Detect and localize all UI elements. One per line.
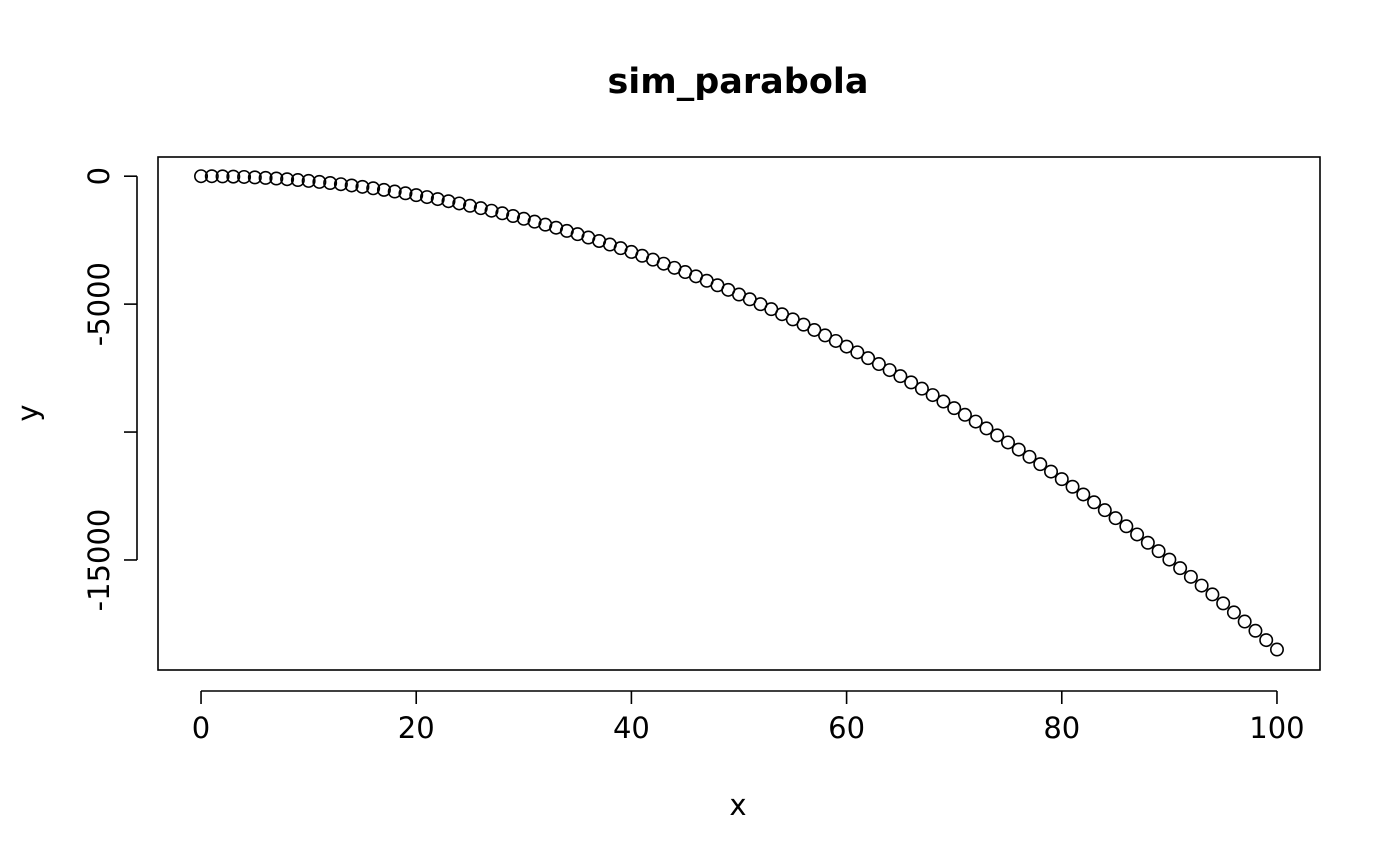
data-point [269, 171, 284, 186]
data-point [914, 381, 929, 396]
data-point [1216, 596, 1231, 611]
data-point [376, 182, 391, 197]
data-point [1076, 487, 1091, 502]
data-point [1054, 472, 1069, 487]
data-point [1248, 623, 1263, 638]
data-points [194, 169, 1284, 657]
data-point [850, 345, 865, 360]
data-point [1205, 587, 1220, 602]
data-point [226, 169, 241, 184]
data-point [818, 328, 833, 343]
data-point [893, 369, 908, 384]
data-point [344, 178, 359, 193]
data-point [861, 351, 876, 366]
data-point [957, 407, 972, 422]
data-point [1173, 561, 1188, 576]
data-point [979, 421, 994, 436]
data-point [484, 203, 499, 218]
data-point [247, 170, 262, 185]
data-point [1022, 449, 1037, 464]
data-point [990, 428, 1005, 443]
data-point [968, 414, 983, 429]
x-tick-label: 0 [192, 711, 210, 745]
data-point [1119, 519, 1134, 534]
data-point [463, 198, 478, 213]
y-tick-label: 0 [82, 167, 116, 185]
data-point [215, 169, 230, 184]
data-point [1108, 511, 1123, 526]
data-point [194, 169, 209, 184]
data-point [1183, 569, 1198, 584]
data-point [1044, 464, 1059, 479]
data-point [355, 179, 370, 194]
chart-title: sim_parabola [607, 62, 868, 102]
data-point [947, 401, 962, 416]
data-point [312, 174, 327, 189]
data-point [1237, 614, 1252, 629]
data-point [495, 206, 510, 221]
x-axis: 0 20 40 60 80 100 [192, 690, 1305, 745]
data-point [409, 188, 424, 203]
data-point [258, 170, 273, 185]
x-tick-label: 20 [398, 711, 435, 745]
data-point [839, 339, 854, 354]
data-point [1140, 535, 1155, 550]
data-point [828, 333, 843, 348]
data-point [1259, 633, 1274, 648]
data-point [936, 394, 951, 409]
data-point [387, 184, 402, 199]
data-point [1033, 457, 1048, 472]
data-point [366, 181, 381, 196]
data-point [807, 322, 822, 337]
data-point [290, 173, 305, 188]
data-point [301, 173, 316, 188]
data-point [1065, 479, 1080, 494]
data-point [204, 169, 219, 184]
y-tick-label: -5000 [82, 262, 116, 346]
data-point [333, 177, 348, 192]
data-point [925, 388, 940, 403]
data-point [1097, 503, 1112, 518]
x-tick-label: 100 [1249, 711, 1304, 745]
data-point [1194, 578, 1209, 593]
data-point [1011, 442, 1026, 457]
data-point [882, 363, 897, 378]
data-point [473, 201, 488, 216]
data-point [1130, 527, 1145, 542]
data-point [1151, 544, 1166, 559]
x-tick-label: 80 [1043, 711, 1080, 745]
data-point [237, 169, 252, 184]
data-point [452, 196, 467, 211]
y-tick-label: -15000 [82, 509, 116, 612]
data-point [280, 172, 295, 187]
x-tick-label: 60 [828, 711, 865, 745]
plot-frame [157, 156, 1321, 671]
data-point [1226, 605, 1241, 620]
data-point [441, 194, 456, 209]
data-point [1269, 642, 1284, 657]
x-axis-title: x [729, 788, 746, 822]
data-point [516, 211, 531, 226]
y-axis-title: y [11, 404, 45, 421]
data-point [1000, 435, 1015, 450]
data-point [1162, 552, 1177, 567]
data-point [430, 192, 445, 207]
data-point [796, 317, 811, 332]
data-point [904, 375, 919, 390]
data-point [398, 186, 413, 201]
y-axis: 0 -5000 -15000 [82, 167, 138, 612]
data-point [419, 190, 434, 205]
data-point [1087, 495, 1102, 510]
x-tick-label: 40 [613, 711, 650, 745]
data-point [871, 357, 886, 372]
data-point [506, 208, 521, 223]
data-point [323, 176, 338, 191]
